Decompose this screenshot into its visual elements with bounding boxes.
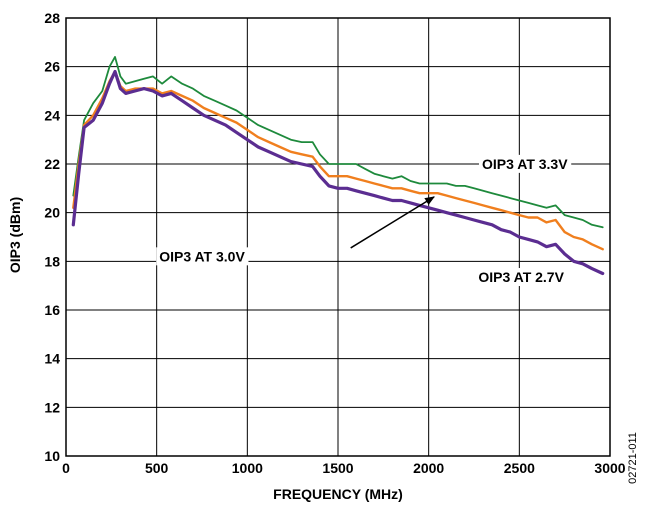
y-tick-label: 10: [44, 448, 60, 464]
plot-frame: [65, 17, 611, 457]
y-tick-label: 24: [44, 107, 60, 123]
y-tick-label: 14: [44, 351, 60, 367]
gridlines: [65, 17, 611, 457]
x-axis-title: FREQUENCY (MHz): [273, 486, 403, 502]
x-tick-label: 2500: [504, 460, 535, 476]
y-axis-title: OIP3 (dBm): [7, 197, 23, 273]
y-tick-label: 26: [44, 59, 60, 75]
figure-code: 02721-011: [627, 432, 639, 484]
annotation-arrow: [350, 196, 435, 249]
series-label-background: [478, 154, 572, 173]
y-tick-label: 22: [44, 156, 60, 172]
series-label-background: [475, 268, 568, 287]
annotations: OIP3 AT 3.3V OIP3 AT 3.0V OIP3 AT 2.7V: [156, 154, 572, 287]
x-tick-label: 500: [145, 460, 169, 476]
x-tick-label: 0: [62, 460, 70, 476]
tick-labels: 0 500 1000 1500 2000 2500 3000 10 12 14 16 18 20 22 24…: [44, 10, 625, 476]
y-tick-label: 12: [44, 399, 60, 415]
y-tick-label: 18: [44, 253, 60, 269]
x-tick-label: 1000: [232, 460, 263, 476]
series-label-background: [156, 247, 249, 266]
y-tick-label: 16: [44, 302, 60, 318]
series-label: OIP3 AT 2.7V: [478, 269, 564, 285]
x-tick-label: 2000: [413, 460, 444, 476]
y-tick-label: 20: [44, 205, 60, 221]
series-line-oip3-at-2-7v: [71, 69, 605, 276]
series-lines: [71, 56, 605, 276]
y-tick-label: 28: [44, 10, 60, 26]
x-tick-label: 1500: [322, 460, 353, 476]
series-label: OIP3 AT 3.0V: [159, 248, 245, 264]
x-tick-label: 3000: [594, 460, 625, 476]
series-line-oip3-at-3-3v: [72, 56, 604, 229]
series-label: OIP3 AT 3.3V: [482, 156, 568, 172]
